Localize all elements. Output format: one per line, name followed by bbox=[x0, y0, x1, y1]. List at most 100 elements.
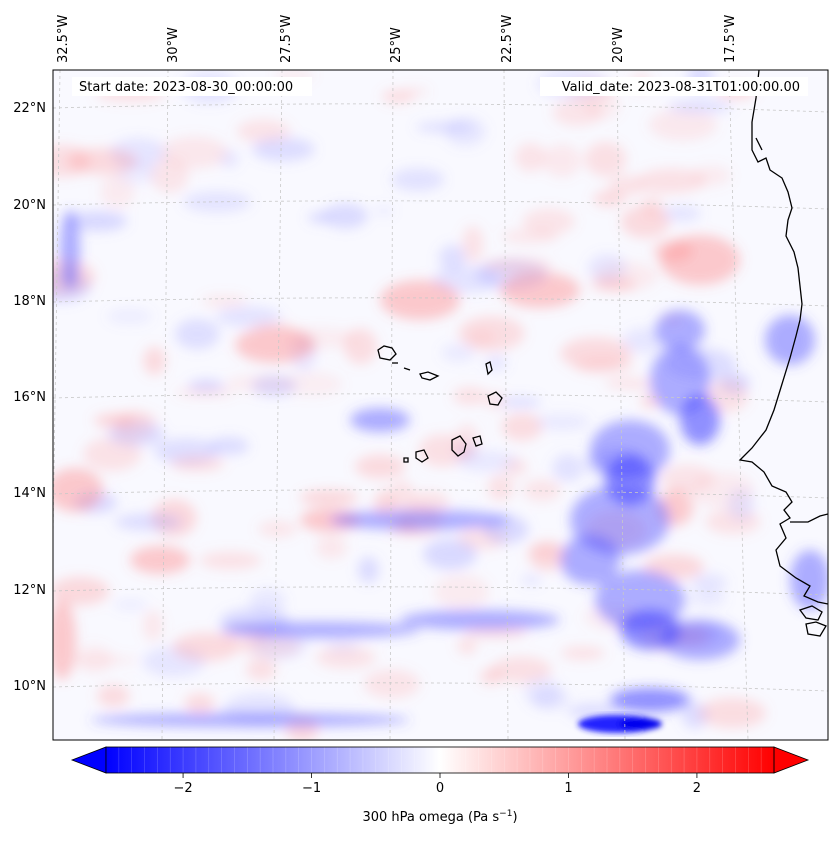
omega-field-patch bbox=[560, 646, 606, 661]
colorbar: −2 −1 0 1 2 300 hPa omega (Pa s−1) bbox=[70, 746, 810, 825]
omega-field-patch bbox=[522, 479, 561, 502]
omega-field-patch bbox=[257, 520, 298, 538]
lon-label-30w: 30°W bbox=[166, 27, 181, 63]
omega-field-patch bbox=[307, 212, 331, 224]
colorbar-gradient bbox=[106, 747, 774, 773]
colorbar-title: 300 hPa omega (Pa s−1) bbox=[362, 809, 517, 825]
omega-field-patch bbox=[500, 272, 580, 308]
omega-field-patch bbox=[691, 471, 755, 509]
omega-field-patch bbox=[610, 688, 690, 712]
omega-field-patch bbox=[208, 436, 250, 456]
omega-field-patch bbox=[661, 205, 702, 222]
lat-label-20n: 20°N bbox=[13, 198, 46, 213]
longitude-labels: 32.5°W 30°W 27.5°W 25°W 22.5°W 20°W 17.5… bbox=[56, 15, 738, 63]
cape-verde-islands bbox=[377, 345, 503, 463]
colorbar-tick-label: 2 bbox=[693, 781, 701, 796]
omega-field-patch bbox=[534, 413, 590, 431]
coastlines bbox=[738, 70, 828, 637]
strong-ascent-core bbox=[618, 718, 662, 730]
start-date-box bbox=[72, 77, 312, 96]
lon-label-17-5w: 17.5°W bbox=[723, 15, 738, 63]
omega-field-patch bbox=[574, 357, 635, 375]
omega-field-patch bbox=[115, 409, 154, 441]
lat-label-12n: 12°N bbox=[13, 583, 46, 598]
omega-field-patch bbox=[225, 374, 290, 393]
omega-field-patch bbox=[99, 174, 135, 209]
africa-coastline bbox=[738, 70, 828, 605]
colorbar-ticks: −2 −1 0 1 2 bbox=[173, 773, 701, 796]
island-brava bbox=[403, 457, 409, 463]
omega-field-patch bbox=[113, 598, 148, 611]
omega-field-patch bbox=[53, 258, 96, 295]
island-sal bbox=[485, 361, 493, 376]
omega-field-patch bbox=[373, 490, 396, 517]
omega-field-patch bbox=[586, 92, 621, 120]
omega-field-patch bbox=[479, 668, 502, 686]
gridlines bbox=[53, 70, 828, 740]
omega-field-patch bbox=[482, 257, 553, 274]
gridline-lat-22 bbox=[53, 103, 828, 113]
omega-field-patch bbox=[655, 310, 705, 350]
omega-field-patch bbox=[487, 474, 514, 501]
colorbar-level-lines bbox=[118, 747, 762, 773]
bijagos-island-2 bbox=[805, 621, 827, 637]
omega-field-patch bbox=[648, 108, 718, 142]
omega-field-patch bbox=[60, 210, 80, 290]
omega-field-patch bbox=[246, 658, 277, 681]
omega-field-patch bbox=[281, 371, 343, 397]
island-santa-luzia bbox=[403, 367, 411, 371]
omega-field-patch bbox=[620, 610, 680, 650]
omega-field-patch bbox=[484, 355, 508, 371]
omega-field-patch bbox=[380, 280, 460, 320]
coast-inlet bbox=[755, 137, 763, 151]
omega-field-patch bbox=[53, 468, 103, 512]
omega-field-patch bbox=[456, 637, 478, 655]
lon-label-25w: 25°W bbox=[389, 27, 404, 63]
omega-field-patch bbox=[423, 538, 478, 570]
omega-field bbox=[53, 70, 828, 740]
omega-field-patch bbox=[201, 295, 248, 307]
colorbar-extend-high bbox=[773, 746, 810, 774]
omega-field-patch bbox=[660, 235, 740, 285]
omega-field-patch bbox=[668, 100, 733, 114]
omega-field-patch bbox=[235, 327, 315, 363]
omega-field-patch bbox=[249, 588, 286, 616]
omega-field-patch bbox=[106, 308, 153, 325]
omega-field-patch bbox=[389, 480, 416, 513]
omega-field-patch bbox=[363, 669, 421, 699]
omega-field-patch bbox=[53, 600, 76, 680]
lon-label-32-5w: 32.5°W bbox=[56, 15, 71, 63]
omega-field-patch bbox=[552, 454, 584, 482]
omega-field-patch bbox=[315, 535, 348, 560]
omega-field-patch bbox=[357, 556, 379, 584]
omega-field-patch bbox=[172, 632, 240, 662]
gridline-lat-20 bbox=[53, 200, 828, 210]
omega-field-patch bbox=[584, 141, 627, 177]
omega-field-patch bbox=[315, 646, 377, 669]
gridline-lat-16 bbox=[53, 393, 828, 403]
gridline-lon-22-5 bbox=[503, 70, 509, 740]
omega-field-patch bbox=[689, 591, 727, 607]
omega-field-patch bbox=[298, 489, 359, 506]
omega-field-patch bbox=[440, 343, 476, 363]
omega-field-patch bbox=[690, 573, 728, 593]
omega-field-patch bbox=[500, 229, 559, 244]
island-santiago bbox=[451, 435, 467, 457]
omega-field-patch bbox=[174, 318, 220, 350]
omega-field-patch bbox=[528, 540, 567, 571]
omega-field-patch bbox=[637, 168, 706, 194]
omega-field-patch bbox=[484, 390, 506, 410]
omega-field-patch bbox=[698, 697, 767, 729]
omega-field-patch bbox=[604, 378, 656, 389]
omega-field-patch bbox=[514, 142, 547, 172]
omega-field-patch bbox=[251, 137, 315, 162]
lat-label-22n: 22°N bbox=[13, 101, 46, 116]
omega-field-patch bbox=[350, 408, 410, 432]
omega-field-patch bbox=[452, 386, 487, 406]
omega-field-patch bbox=[66, 211, 128, 232]
omega-field-patch bbox=[587, 253, 627, 283]
valid-date-label: Valid_date: 2023-08-31T01:00:00.00 bbox=[562, 80, 800, 95]
gridline-lon-17-5 bbox=[728, 70, 749, 740]
omega-field-patch bbox=[623, 327, 664, 354]
